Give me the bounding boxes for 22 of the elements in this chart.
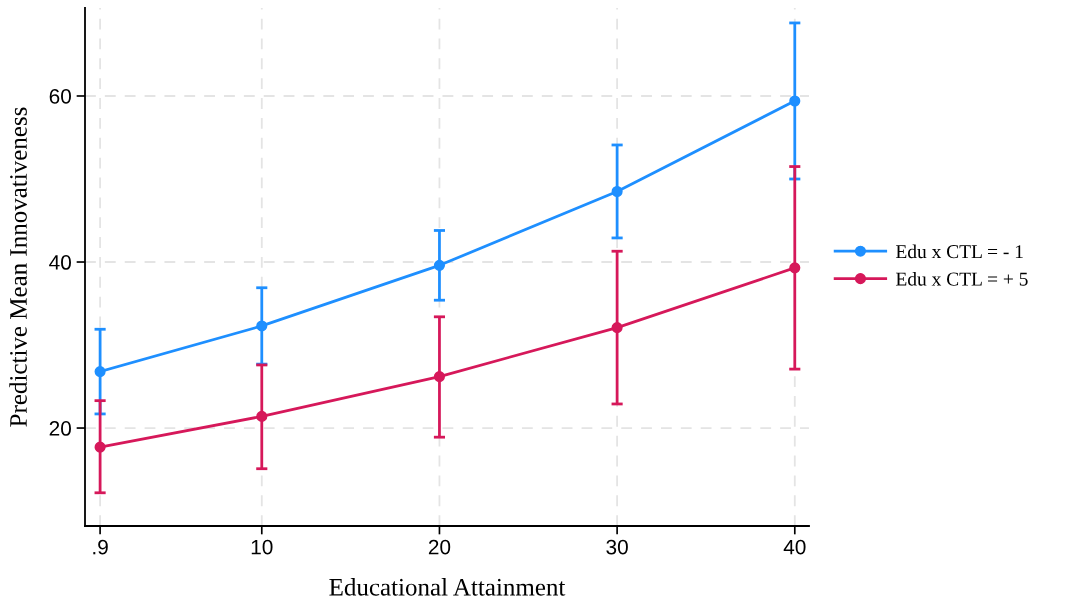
point [94,366,106,378]
y-tick-label: 40 [49,255,71,270]
x-tick-label: 20 [428,539,451,555]
x-tick-label: .9 [93,539,108,555]
point [433,371,446,383]
y-tick-label: 60 [49,88,71,104]
point [256,320,268,332]
legend-label: Edu x CTL = - 1 [895,244,1023,259]
point [256,410,268,422]
point [789,262,801,274]
x-tick-label: 10 [251,539,273,555]
x-tick-label: 40 [783,539,806,555]
point [94,441,106,453]
point [789,95,801,107]
point [433,259,446,271]
y-axis-title: Predictive Mean Innovativeness [9,107,27,427]
point [611,322,623,334]
x-axis-title: Educational Attainment [329,578,566,596]
point [611,185,623,198]
legend-label: Edu x CTL = + 5 [895,271,1028,286]
y-tick-label: 20 [49,421,71,436]
x-tick-label: 30 [606,539,628,555]
